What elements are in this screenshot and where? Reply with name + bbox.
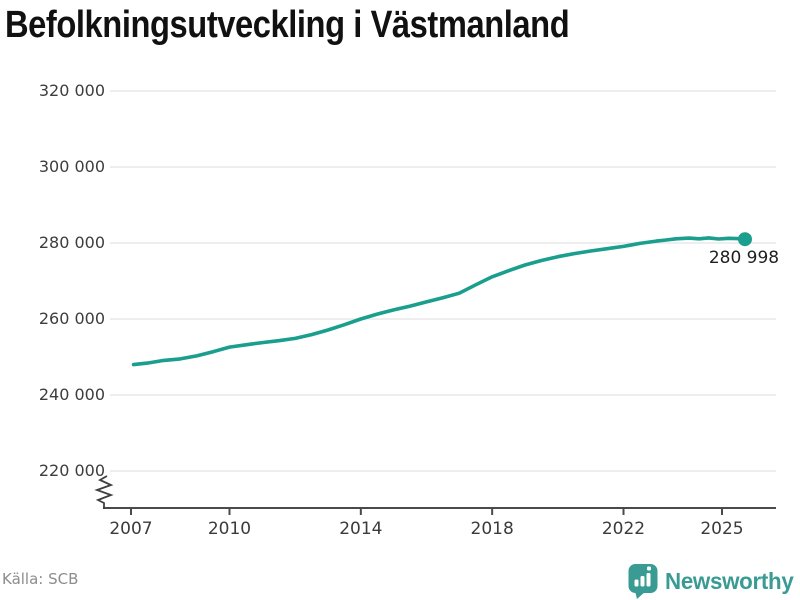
chart-title: Befolkningsutveckling i Västmanland <box>5 4 570 46</box>
x-axis-group <box>103 507 776 515</box>
y-tick-label: 240 000 <box>38 385 105 404</box>
population-line <box>131 236 747 367</box>
y-tick-label: 260 000 <box>38 309 105 328</box>
x-tick-label: 2018 <box>470 519 514 539</box>
x-tick-label: 2010 <box>207 519 252 539</box>
y-tick-label: 220 000 <box>38 461 105 480</box>
latest-value-label: 280 998 <box>708 248 780 269</box>
y-tick-label: 280 000 <box>38 233 105 252</box>
newsworthy-logo: Newsworthy <box>628 564 797 599</box>
y-tick-label: 320 000 <box>38 81 105 100</box>
x-tick-label: 2007 <box>109 519 153 539</box>
source-attribution: Källa: SCB <box>2 570 79 588</box>
population-line-series <box>131 232 752 367</box>
x-tick-label: 2014 <box>339 519 383 539</box>
gridlines-group <box>110 90 776 472</box>
brand-wordmark: Newsworthy <box>664 567 794 594</box>
axis-break-icon <box>94 475 114 509</box>
x-tick-label: 2022 <box>601 519 646 539</box>
speech-bubble-bar-chart-icon <box>628 564 658 599</box>
y-tick-label: 300 000 <box>38 157 105 176</box>
latest-point-marker <box>737 232 752 247</box>
x-tick-label: 2025 <box>700 519 744 539</box>
